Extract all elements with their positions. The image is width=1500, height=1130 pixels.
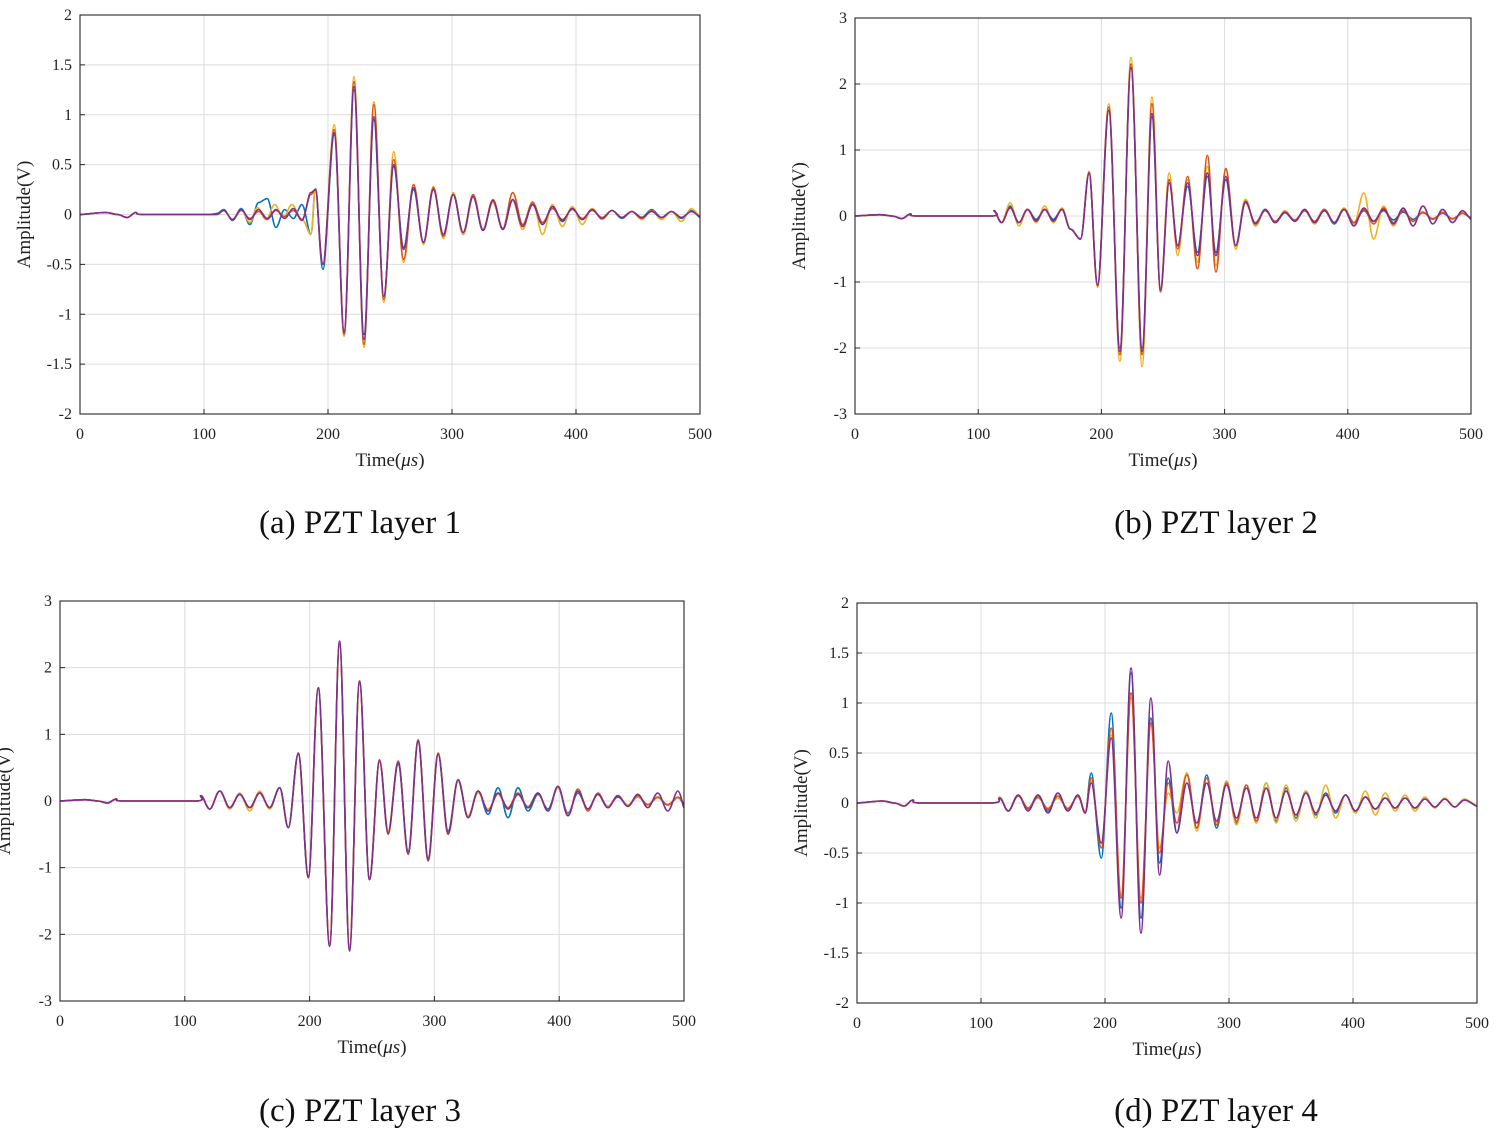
x-tick-label: 300 [1213,426,1237,443]
series-line-4 [857,667,1477,934]
series-group [857,667,1477,934]
panel-caption: (a) PZT layer 1 [259,505,461,541]
panel-caption: (c) PZT layer 3 [259,1093,461,1129]
y-tick-label: -1 [59,306,72,323]
x-axis-label-text: Time( [337,1037,383,1058]
y-tick-label: -2 [59,406,72,423]
x-tick-label: 0 [56,1013,64,1030]
x-axis-label-close: ) [418,450,424,471]
y-tick-label: 0.5 [829,745,849,762]
y-tick-label: 0 [841,795,849,812]
x-tick-label: 0 [851,426,859,443]
y-tick-label: 3 [44,593,52,610]
series-line-4 [60,640,684,952]
y-tick-label: -2 [834,340,847,357]
panel-a: 0 100 200 300 400 500 -2 -1.5 -1 -0.5 0 0.5 1 1.5 2 Tim… [14,7,712,541]
x-tick-label: 200 [1089,426,1113,443]
x-tick-label: 300 [440,426,464,443]
x-tick-label: 400 [547,1013,571,1030]
y-tick-label: 1.5 [829,645,849,662]
x-axis-label: Time(μs) [355,450,424,471]
x-axis-label-close: ) [400,1037,406,1058]
x-axis-label-unit: μs [1173,450,1191,471]
panel-b: 0 100 200 300 400 500 -3 -2 -1 0 1 2 3 Time(μs) Amplit… [789,10,1483,541]
y-tick-label: -0.5 [47,256,72,273]
y-tick-label: -1 [39,860,52,877]
y-tick-label: 1 [841,695,849,712]
x-tick-label: 100 [969,1015,993,1032]
x-tick-label: 200 [316,426,340,443]
y-tick-label: 0 [44,793,52,810]
y-tick-label: 0 [64,207,72,224]
x-tick-label: 100 [173,1013,197,1030]
x-tick-label: 400 [1336,426,1360,443]
y-tick-label: -3 [834,406,847,423]
y-tick-label: 2 [841,595,849,612]
x-axis-label-close: ) [1191,450,1197,471]
y-tick-label: -1.5 [824,945,849,962]
x-axis-label: Time(μs) [1132,1039,1201,1060]
y-tick-label: 0.5 [52,157,72,174]
panel-caption: (d) PZT layer 4 [1114,1093,1318,1129]
x-tick-label: 500 [672,1013,696,1030]
y-tick-label: -1.5 [47,356,72,373]
x-tick-label: 300 [1217,1015,1241,1032]
x-axis-label-unit: μs [382,1037,400,1058]
y-tick-label: 1.5 [52,57,72,74]
y-axis-label: Amplitude(V) [0,747,15,855]
x-axis-label-close: ) [1195,1039,1201,1060]
y-tick-label: 2 [839,76,847,93]
y-tick-label: -0.5 [824,845,849,862]
x-tick-label: 400 [1341,1015,1365,1032]
x-tick-label: 300 [422,1013,446,1030]
series-group [60,640,684,952]
x-axis-label: Time(μs) [1128,450,1197,471]
axes-frame [79,14,701,415]
series-line-4 [80,86,700,340]
series-group [855,56,1471,368]
series-line-4 [855,66,1471,353]
x-tick-label: 100 [966,426,990,443]
x-tick-label: 500 [1465,1015,1489,1032]
series-group [80,76,700,348]
x-axis-label-unit: μs [400,450,418,471]
x-axis-label: Time(μs) [337,1037,406,1058]
axes-frame [854,17,1472,415]
y-tick-label: 1 [64,107,72,124]
y-tick-label: 3 [839,10,847,27]
x-tick-label: 500 [688,426,712,443]
y-tick-label: 2 [44,660,52,677]
panel-c: 0 100 200 300 400 500 -3 -2 -1 0 1 2 3 Time(μs) Amplit… [0,593,696,1129]
y-axis-label: Amplitude(V) [14,161,35,269]
y-tick-label: -2 [836,995,849,1012]
panel-d: 0 100 200 300 400 500 -2 -1.5 -1 -0.5 0 0.5 1 1.5 2 Tim… [791,595,1489,1129]
x-tick-label: 400 [564,426,588,443]
y-tick-label: 1 [839,142,847,159]
x-axis-label-unit: μs [1177,1039,1195,1060]
panel-caption: (b) PZT layer 2 [1114,505,1318,541]
x-axis-label-text: Time( [355,450,401,471]
x-axis-label-text: Time( [1128,450,1174,471]
x-tick-label: 200 [298,1013,322,1030]
x-tick-label: 0 [76,426,84,443]
y-tick-label: 2 [64,7,72,24]
y-axis-label: Amplitude(V) [789,162,810,270]
y-tick-label: 1 [44,726,52,743]
y-tick-label: 0 [839,208,847,225]
y-axis-label: Amplitude(V) [791,749,812,857]
x-tick-label: 200 [1093,1015,1117,1032]
x-axis-label-text: Time( [1132,1039,1178,1060]
x-tick-label: 0 [853,1015,861,1032]
x-tick-label: 500 [1459,426,1483,443]
x-tick-label: 100 [192,426,216,443]
y-tick-label: -1 [834,274,847,291]
y-tick-label: -3 [39,993,52,1010]
y-tick-label: -2 [39,926,52,943]
axes-frame [59,600,685,1002]
y-tick-label: -1 [836,895,849,912]
axes-frame [856,602,1478,1004]
